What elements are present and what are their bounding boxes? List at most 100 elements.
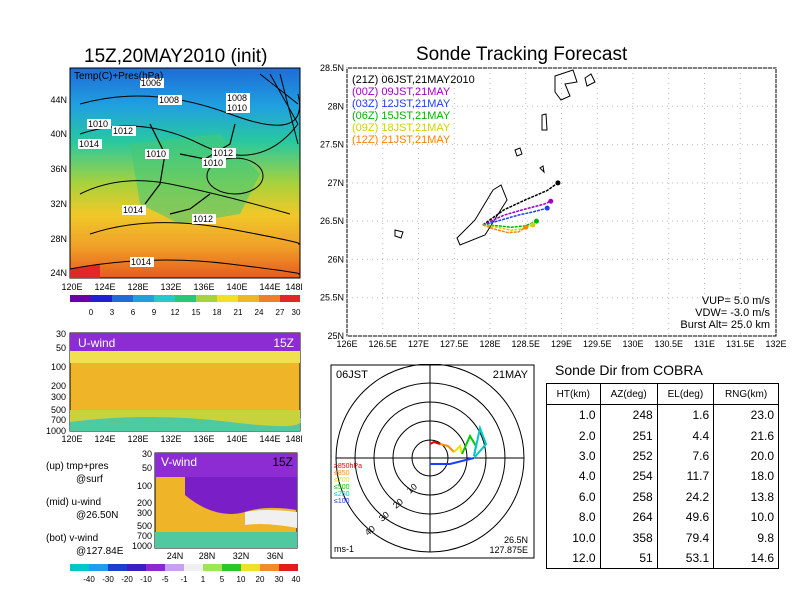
lat-tick: 27.5N [320, 140, 344, 150]
lat-tick: 32N [233, 551, 250, 561]
isobar-label: 1010 [203, 158, 223, 168]
isobar-label: 1014 [123, 205, 143, 215]
isobar-label: 1010 [227, 103, 247, 113]
lon-tick: 132E [765, 339, 786, 349]
table-cell: 10.0 [546, 527, 601, 548]
track-title: Sonde Tracking Forecast [416, 44, 628, 65]
track-line [482, 200, 552, 226]
table-cell: 14.6 [713, 547, 779, 570]
p-tick: 700 [51, 415, 66, 425]
lon-tick: 128E [479, 339, 500, 349]
note-line: (up) tmp+pres [46, 461, 109, 472]
wind-colorbar: -40 -30 -20 -10 -5 -1 1 5 10 20 30 40 [70, 564, 301, 584]
table-row: 10.0 358 79.4 9.8 [546, 527, 779, 548]
param-line: VDW= -3.0 m/s [695, 307, 770, 319]
legend-text: 15JST,21MAY [381, 110, 451, 122]
lat-tick: 27N [327, 178, 344, 188]
cb-tick: -40 [83, 575, 95, 584]
p-tick: 500 [137, 521, 152, 531]
table-cell: 252 [599, 445, 658, 467]
lon-tick: 129E [551, 339, 572, 349]
table-cell: 8.0 [546, 506, 601, 528]
wind-colorbar-swatches [70, 564, 298, 571]
p-tick: 1000 [46, 426, 66, 436]
col-header: RNG(km) [713, 383, 779, 405]
table-cell: 248 [599, 404, 658, 426]
legend-tag: (21Z) [352, 74, 379, 86]
cb-tick: 24 [255, 308, 264, 317]
lon-tick: 129.5E [583, 339, 612, 349]
track-params: VUP= 5.0 m/s VDW= -3.0 m/s Burst Alt= 25… [680, 295, 770, 331]
note-line: @surf [76, 474, 103, 485]
legend-tag: (09Z) [352, 122, 379, 134]
table-row: 4.0 254 11.7 18.0 [546, 466, 779, 487]
lat-tick: 28N [50, 234, 67, 244]
track-endpoint [548, 198, 554, 204]
track-lat-ticks: 28.5N 28N 27.5N 27N 26.5N 26N 25.5N 25N [320, 63, 344, 341]
legend-tag: (06Z) [352, 110, 379, 122]
legend-text: 09JST,21MAY [381, 86, 451, 98]
table-cell: 18.0 [713, 466, 779, 487]
table-row: 1.0 248 1.6 23.0 [546, 404, 779, 426]
note-line: (mid) u-wind [46, 497, 102, 508]
table-cell: 2.0 [546, 425, 601, 446]
table-cell: 251 [599, 425, 658, 446]
level-label: ≤100 [334, 498, 350, 505]
table-cell: 21.6 [713, 425, 779, 446]
uwind-time: 15Z [273, 336, 294, 350]
isobar-label: 1014 [131, 257, 151, 267]
p-tick: 30 [142, 450, 152, 459]
p-tick: 1000 [132, 541, 152, 551]
panel-notes: (up) tmp+pres @surf (mid) u-wind @26.50N… [46, 460, 123, 558]
cb-tick: 0 [89, 308, 94, 317]
lon-tick: 144E [259, 282, 280, 292]
p-tick: 700 [137, 531, 152, 541]
cb-tick: 18 [213, 308, 222, 317]
cobra-table: HT(km) AZ(deg) EL(deg) RNG(km) 1.0 248 1.6… [546, 383, 779, 570]
cb-tick: 3 [110, 308, 115, 317]
track-endpoint [555, 180, 561, 186]
polar-unit: ms-1 [334, 544, 354, 554]
cb-tick: 40 [292, 575, 301, 584]
table-cell: 4.0 [546, 466, 601, 487]
polar-time-left: 06JST [336, 369, 368, 381]
vwind-panel: V-wind 15Z 30 50 100 200 300 500 700 100… [132, 450, 298, 561]
table-row: 2.0 251 4.4 21.6 [546, 425, 779, 446]
lat-tick: 44N [50, 95, 67, 105]
ring-label: 20 [391, 496, 405, 510]
p-tick: 200 [137, 498, 152, 508]
uwind-lon-ticks: 120E 124E 128E 132E 136E 140E 144E 148E [61, 434, 302, 444]
legend-text: 12JST,21MAY [381, 98, 451, 110]
track-endpoint [530, 222, 536, 228]
lon-tick: 131.5E [726, 339, 755, 349]
ring-label: 40 [363, 523, 377, 537]
track-endpoint [523, 224, 529, 230]
lon-tick: 130E [622, 339, 643, 349]
level-label: ≥850hPa [334, 463, 362, 470]
isobar-label: 1008 [159, 95, 179, 105]
legend-tag: (12Z) [352, 134, 379, 146]
map-lon-ticks: 120E 124E 128E 132E 136E 140E 144E 148E [61, 282, 302, 292]
vwind-time: 15Z [272, 455, 293, 469]
polar-diagram: 10 20 30 40 06JST 21MAY ms-1 26.5N 127.8… [330, 364, 535, 559]
lon-tick: 126E [336, 339, 357, 349]
table-cell: 24.2 [656, 486, 715, 507]
track-line [482, 224, 534, 232]
lon-tick: 136E [193, 282, 214, 292]
note-line: @26.50N [76, 510, 119, 521]
table-cell: 1.0 [546, 404, 601, 426]
map-lat-ticks: 44N 40N 36N 32N 28N 24N [50, 95, 67, 278]
table-cell: 49.6 [656, 506, 715, 528]
lat-tick: 26N [327, 254, 344, 264]
ring-label: 30 [377, 509, 391, 523]
map-annotation: Temp(C)+Pres(hPa) [74, 71, 163, 82]
p-tick: 100 [51, 362, 66, 372]
cb-tick: 1 [201, 575, 206, 584]
lat-tick: 36N [267, 551, 284, 561]
cb-tick: -10 [140, 575, 152, 584]
legend-text: 06JST,21MAY2010 [381, 74, 475, 86]
lat-tick: 36N [50, 164, 67, 174]
track-line [482, 220, 537, 229]
table-cell: 258 [599, 486, 658, 507]
